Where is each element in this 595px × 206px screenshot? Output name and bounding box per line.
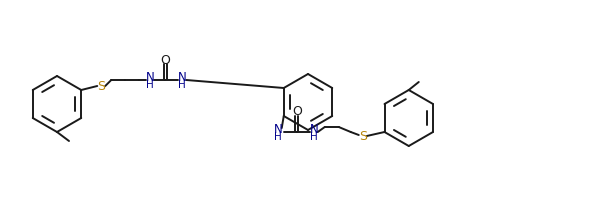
Text: N: N (309, 122, 318, 135)
Text: O: O (160, 53, 170, 66)
Text: S: S (359, 130, 367, 143)
Text: H: H (274, 131, 281, 141)
Text: N: N (178, 71, 187, 84)
Text: S: S (97, 80, 105, 93)
Text: N: N (273, 122, 282, 135)
Text: O: O (292, 105, 302, 118)
Text: H: H (310, 131, 318, 141)
Text: H: H (146, 79, 154, 89)
Text: H: H (178, 79, 186, 89)
Text: N: N (146, 71, 155, 84)
